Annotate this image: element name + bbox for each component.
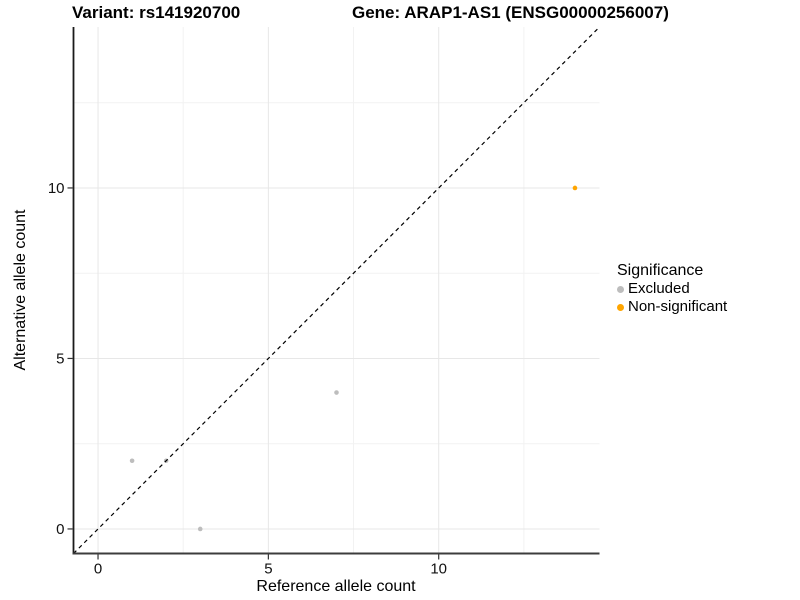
legend-item: Excluded xyxy=(617,280,727,298)
identity-line xyxy=(73,26,600,554)
x-tick-label: 10 xyxy=(430,561,447,578)
legend: Significance Excluded Non-significant xyxy=(617,261,727,316)
legend-item-label: Non-significant xyxy=(628,298,728,315)
data-point-non-significant xyxy=(572,185,578,191)
y-tick-label: 10 xyxy=(48,180,65,197)
legend-title: Significance xyxy=(617,262,704,279)
y-axis-title: Alternative allele count xyxy=(12,209,29,371)
x-tick-label: 0 xyxy=(94,561,102,578)
legend-items: Excluded Non-significant xyxy=(617,280,727,316)
gene-title: Gene: ARAP1-AS1 (ENSG00000256007) xyxy=(352,3,669,22)
data-point-excluded xyxy=(334,390,339,395)
variant-title: Variant: rs141920700 xyxy=(72,3,241,22)
x-axis-title: Reference allele count xyxy=(256,578,416,595)
minor-gridlines xyxy=(73,27,600,554)
y-tick-label: 5 xyxy=(56,350,64,367)
data-point-excluded xyxy=(129,458,135,464)
x-tick-label: 5 xyxy=(264,561,272,578)
legend-key-dot xyxy=(617,303,624,311)
tick-labels: 0 5 10 0 5 10 xyxy=(48,180,447,578)
legend-item: Non-significant xyxy=(617,298,727,316)
tick-marks xyxy=(67,187,440,560)
legend-item-label: Excluded xyxy=(628,280,690,297)
legend-key-dot xyxy=(617,285,624,293)
major-gridlines xyxy=(73,27,600,554)
data-point-excluded xyxy=(197,526,203,532)
axis-lines xyxy=(72,27,600,555)
y-tick-label: 0 xyxy=(56,521,64,538)
identity-line-group xyxy=(73,26,600,554)
